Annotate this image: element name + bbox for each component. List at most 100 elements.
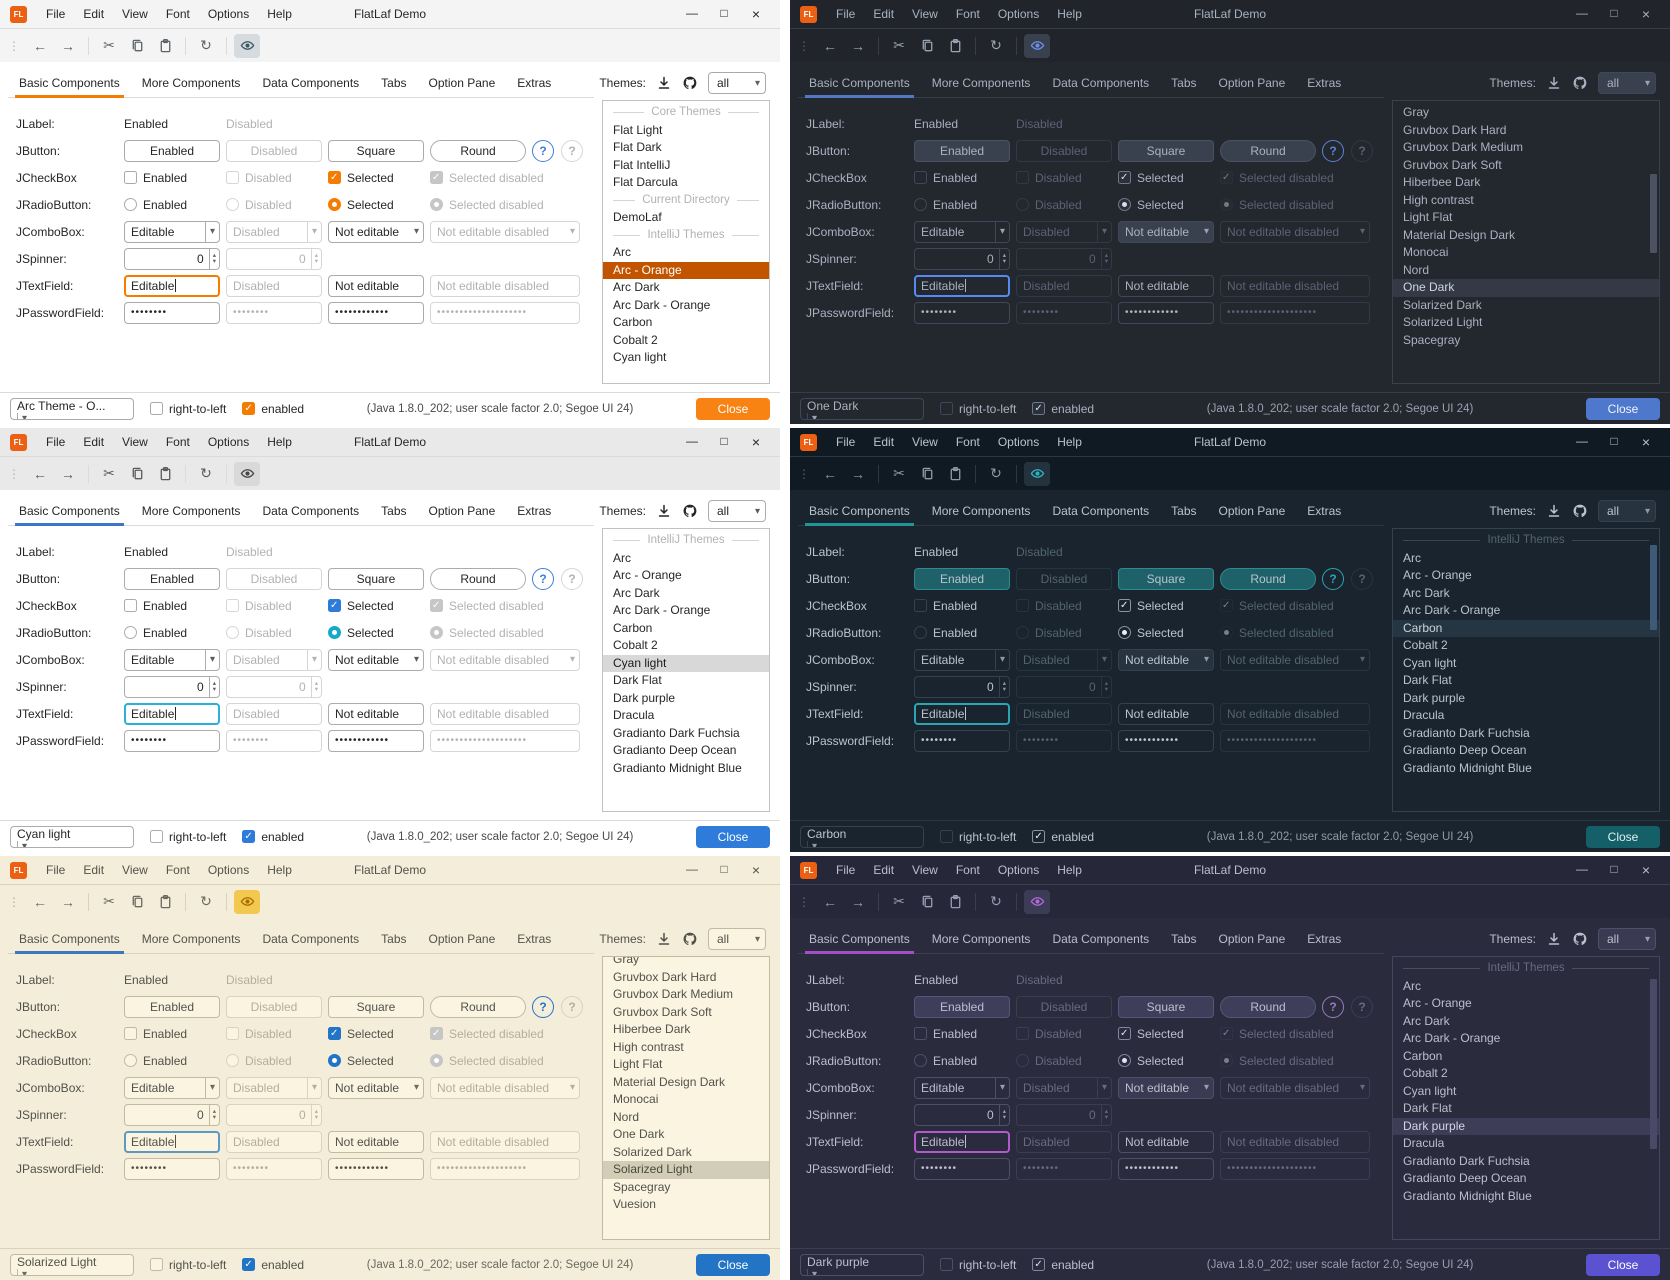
- menu-font[interactable]: Font: [955, 863, 980, 877]
- jtextfield[interactable]: Not editable: [328, 1130, 424, 1153]
- tab-basic-components[interactable]: Basic Components: [798, 496, 921, 526]
- laf-select[interactable]: Cyan light ▾: [10, 825, 134, 848]
- jspinner[interactable]: 0 ▴ ▾: [124, 675, 220, 698]
- maximize-button[interactable]: □: [720, 434, 728, 448]
- jtextfield[interactable]: Not editable: [1118, 274, 1214, 297]
- jradiobutton[interactable]: Selected: [1118, 1050, 1214, 1072]
- jradiobutton[interactable]: Enabled: [914, 622, 1010, 644]
- theme-list-item[interactable]: Arc: [1403, 550, 1421, 565]
- jpasswordfield[interactable]: ••••••••••••: [328, 301, 424, 324]
- jtextfield[interactable]: Disabled: [226, 274, 322, 297]
- menu-options[interactable]: Options: [997, 7, 1040, 21]
- jradiobutton[interactable]: Selected: [1118, 194, 1214, 216]
- jbutton[interactable]: Square: [328, 995, 424, 1018]
- jcheckbox[interactable]: Disabled: [226, 167, 322, 189]
- cut-button[interactable]: ✂: [103, 893, 115, 909]
- theme-list-item[interactable]: Arc - Orange: [1403, 996, 1472, 1010]
- menu-help[interactable]: Help: [267, 863, 292, 877]
- theme-list-item[interactable]: Dark purple: [1403, 690, 1466, 705]
- rtl-checkbox[interactable]: right-to-left: [150, 830, 226, 844]
- laf-select[interactable]: Solarized Light ▾: [10, 1253, 134, 1276]
- jbutton[interactable]: Enabled: [124, 567, 220, 590]
- minimize-button[interactable]: —: [686, 434, 698, 448]
- jbutton[interactable]: Enabled: [914, 995, 1010, 1018]
- rtl-checkbox[interactable]: right-to-left: [150, 1258, 226, 1272]
- download-icon[interactable]: [1546, 931, 1562, 947]
- menu-file[interactable]: File: [836, 863, 856, 877]
- tab-basic-components[interactable]: Basic Components: [798, 924, 921, 954]
- theme-list-item[interactable]: Arc: [613, 550, 631, 565]
- theme-list-item[interactable]: Flat IntelliJ: [613, 157, 671, 172]
- jpasswordfield[interactable]: ••••••••: [124, 729, 220, 752]
- jcombobox[interactable]: Editable ▾: [124, 1076, 220, 1099]
- close-window-button[interactable]: ×: [1641, 434, 1651, 450]
- jbutton[interactable]: Enabled: [914, 139, 1010, 162]
- paste-button[interactable]: [152, 34, 178, 58]
- help-button[interactable]: ?: [1322, 567, 1344, 590]
- tab-option-pane[interactable]: Option Pane: [1218, 503, 1286, 518]
- menu-font[interactable]: Font: [955, 435, 980, 449]
- jspinner[interactable]: 0 ▴ ▾: [124, 247, 220, 270]
- jspinner[interactable]: 0 ▴ ▾: [1016, 675, 1112, 698]
- theme-list-item[interactable]: Gradianto Dark Fuchsia: [1403, 725, 1530, 740]
- theme-filter-select[interactable]: all ▾: [708, 500, 766, 522]
- help-button[interactable]: ?: [561, 139, 583, 162]
- paste-button[interactable]: [942, 34, 968, 58]
- back-button[interactable]: ←: [823, 893, 837, 910]
- eye-toggle-button[interactable]: [1024, 33, 1050, 58]
- forward-button[interactable]: →: [61, 37, 75, 54]
- menu-help[interactable]: Help: [1057, 435, 1082, 449]
- jcombobox[interactable]: Disabled ▾: [226, 1076, 322, 1099]
- menu-options[interactable]: Options: [207, 863, 250, 877]
- back-button[interactable]: ←: [33, 37, 47, 54]
- paste-button[interactable]: [152, 890, 178, 914]
- copy-button[interactable]: [914, 462, 940, 486]
- jpasswordfield[interactable]: ••••••••••••••••••••: [430, 301, 580, 324]
- close-window-button[interactable]: ×: [751, 862, 761, 878]
- menu-view[interactable]: View: [912, 435, 938, 449]
- theme-list-item[interactable]: Cyan light: [613, 350, 667, 364]
- tab-extras[interactable]: Extras: [517, 503, 552, 518]
- theme-list-item[interactable]: Gradianto Midnight Blue: [613, 760, 742, 775]
- jradiobutton[interactable]: Selected: [328, 194, 424, 216]
- maximize-button[interactable]: □: [720, 862, 728, 876]
- laf-select[interactable]: Dark purple ▾: [800, 1253, 924, 1276]
- download-icon[interactable]: [1546, 75, 1562, 91]
- theme-list-item[interactable]: High contrast: [613, 1039, 684, 1054]
- theme-list-item[interactable]: Arc Dark: [1403, 585, 1450, 600]
- theme-list-item[interactable]: Gray: [1403, 105, 1430, 119]
- eye-toggle-button[interactable]: [234, 461, 260, 486]
- eye-toggle-button[interactable]: [234, 889, 260, 914]
- cut-button[interactable]: ✂: [893, 465, 905, 481]
- menu-view[interactable]: View: [912, 7, 938, 21]
- jcheckbox[interactable]: Enabled: [124, 595, 220, 617]
- theme-list-item[interactable]: Gruvbox Dark Hard: [613, 969, 717, 984]
- close-window-button[interactable]: ×: [751, 434, 761, 450]
- back-button[interactable]: ←: [823, 37, 837, 54]
- theme-list-item[interactable]: Material Design Dark: [613, 1074, 726, 1089]
- close-button[interactable]: Close: [696, 825, 770, 848]
- theme-list-item[interactable]: One Dark: [1393, 279, 1659, 297]
- enabled-checkbox[interactable]: enabled: [1032, 1258, 1094, 1272]
- theme-list-item[interactable]: Light Flat: [1403, 210, 1453, 224]
- menu-file[interactable]: File: [46, 863, 66, 877]
- jcheckbox[interactable]: Selected disabled: [1220, 167, 1370, 189]
- theme-list-item[interactable]: Gruvbox Dark Medium: [613, 987, 734, 1001]
- jcombobox[interactable]: Not editable ▾: [328, 1076, 424, 1099]
- theme-list-item[interactable]: Arc Dark: [613, 585, 660, 600]
- jspinner[interactable]: 0 ▴ ▾: [914, 247, 1010, 270]
- jpasswordfield[interactable]: ••••••••••••••••••••: [430, 1157, 580, 1180]
- jtextfield[interactable]: Not editable: [1118, 1130, 1214, 1153]
- laf-select[interactable]: One Dark ▾: [800, 397, 924, 420]
- close-button[interactable]: Close: [1586, 397, 1660, 420]
- eye-toggle-button[interactable]: [1024, 889, 1050, 914]
- jcheckbox[interactable]: Disabled: [1016, 1023, 1112, 1045]
- jtextfield[interactable]: Not editable: [1118, 702, 1214, 725]
- theme-list-item[interactable]: Hiberbee Dark: [1403, 175, 1481, 189]
- help-button[interactable]: ?: [1351, 995, 1373, 1018]
- help-button[interactable]: ?: [1322, 139, 1344, 162]
- menu-view[interactable]: View: [912, 863, 938, 877]
- github-icon[interactable]: [1572, 503, 1588, 519]
- menu-help[interactable]: Help: [1057, 7, 1082, 21]
- enabled-checkbox[interactable]: enabled: [1032, 402, 1094, 416]
